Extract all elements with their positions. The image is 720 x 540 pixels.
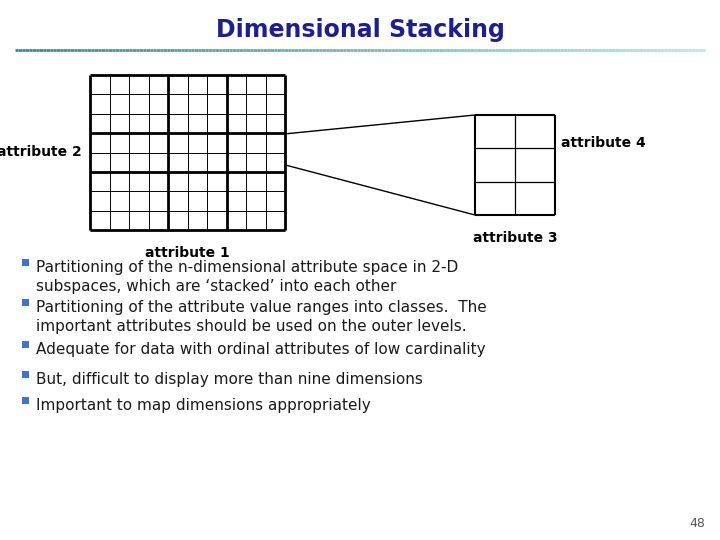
Text: Partitioning of the n-dimensional attribute space in 2-D
subspaces, which are ‘s: Partitioning of the n-dimensional attrib… (36, 260, 458, 294)
Text: attribute 4: attribute 4 (561, 136, 646, 150)
Text: attribute 1: attribute 1 (145, 246, 230, 260)
Text: attribute 2: attribute 2 (0, 145, 82, 159)
Bar (22, 371, 29, 378)
Text: Partitioning of the attribute value ranges into classes.  The
important attribut: Partitioning of the attribute value rang… (36, 300, 487, 334)
Text: attribute 3: attribute 3 (473, 231, 557, 245)
Text: 48: 48 (689, 517, 705, 530)
Bar (22, 299, 29, 306)
Text: Adequate for data with ordinal attributes of low cardinality: Adequate for data with ordinal attribute… (36, 342, 485, 357)
Text: Important to map dimensions appropriately: Important to map dimensions appropriatel… (36, 398, 371, 413)
Bar (22, 397, 29, 404)
Bar (22, 341, 29, 348)
Text: But, difficult to display more than nine dimensions: But, difficult to display more than nine… (36, 372, 423, 387)
Text: Dimensional Stacking: Dimensional Stacking (215, 18, 505, 42)
Bar (22, 259, 29, 266)
